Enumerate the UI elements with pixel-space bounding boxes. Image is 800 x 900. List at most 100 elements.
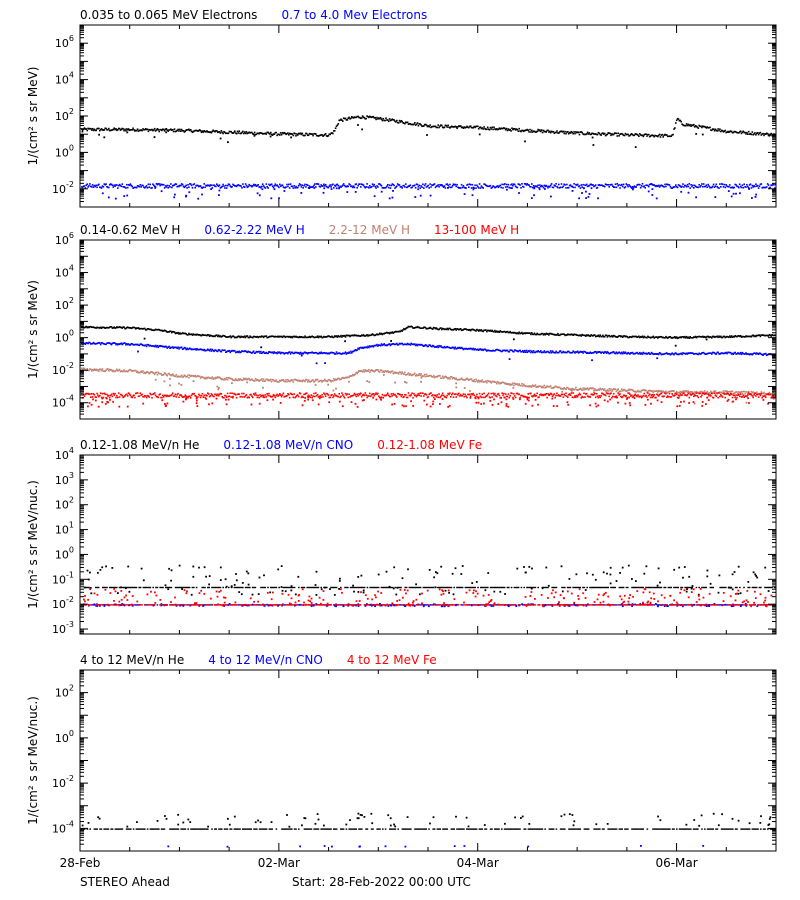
data-point	[658, 186, 661, 188]
data-point	[132, 326, 134, 329]
data-point	[507, 331, 510, 334]
data-point	[126, 183, 128, 186]
data-point	[753, 133, 755, 135]
data-point	[270, 197, 273, 200]
data-point	[228, 349, 231, 352]
data-point	[593, 334, 595, 336]
data-point	[608, 132, 610, 134]
data-point	[294, 336, 296, 338]
data-point	[342, 335, 345, 337]
data-point	[358, 393, 360, 395]
data-point	[576, 184, 578, 186]
data-point	[648, 353, 651, 355]
data-point	[120, 128, 123, 131]
data-point	[606, 336, 609, 338]
data-point	[377, 118, 379, 120]
data-point	[407, 123, 410, 125]
data-point	[629, 393, 631, 396]
data-point	[167, 346, 169, 348]
data-point	[100, 369, 103, 372]
data-point	[133, 344, 135, 346]
data-point	[497, 186, 500, 189]
data-point	[772, 334, 774, 337]
data-point	[330, 188, 333, 190]
data-point	[387, 332, 389, 334]
data-point	[725, 351, 727, 354]
data-point	[541, 393, 544, 396]
data-point	[634, 335, 637, 338]
data-point	[98, 370, 100, 372]
data-point	[504, 393, 507, 395]
data-point	[680, 336, 682, 339]
data-point	[194, 348, 196, 350]
data-point	[190, 333, 193, 335]
data-point	[320, 351, 322, 354]
data-point	[244, 183, 247, 185]
data-point	[180, 384, 183, 386]
data-point	[428, 375, 430, 377]
data-point	[586, 351, 589, 354]
data-point	[459, 328, 462, 330]
data-point	[387, 343, 390, 346]
data-point	[746, 184, 748, 186]
data-point	[346, 191, 349, 193]
data-point	[233, 379, 235, 381]
data-point	[169, 384, 171, 387]
data-point	[550, 393, 553, 395]
data-point	[223, 335, 225, 337]
data-point	[332, 380, 334, 382]
data-point	[220, 130, 223, 132]
data-point	[315, 394, 318, 397]
data-point	[726, 390, 728, 392]
data-point	[760, 183, 763, 185]
data-point	[571, 387, 574, 390]
data-point	[590, 133, 592, 136]
data-point	[144, 186, 147, 188]
data-point	[190, 184, 193, 187]
data-point	[618, 184, 620, 186]
data-point	[693, 392, 695, 395]
data-point	[726, 185, 728, 188]
data-point	[394, 393, 396, 396]
data-point	[427, 125, 430, 127]
data-point	[161, 129, 163, 132]
data-point	[464, 187, 466, 189]
data-point	[684, 337, 687, 339]
data-point	[204, 350, 206, 352]
data-point	[759, 131, 762, 134]
legend: 0.035 to 0.065 MeV Electrons 0.7 to 4.0 M…	[80, 8, 427, 22]
data-point	[316, 135, 319, 137]
data-point	[370, 334, 373, 336]
data-point	[199, 348, 202, 350]
data-point	[423, 326, 426, 328]
data-point	[694, 394, 697, 397]
data-point	[341, 336, 343, 338]
data-point	[490, 350, 493, 352]
data-point	[139, 327, 142, 330]
data-point	[600, 134, 602, 136]
data-point	[634, 186, 637, 188]
data-point	[120, 393, 123, 396]
data-point	[607, 351, 610, 354]
data-point	[162, 128, 165, 131]
data-point	[740, 390, 743, 393]
data-point	[413, 327, 415, 329]
data-point	[260, 395, 262, 398]
data-point	[336, 395, 339, 398]
data-point	[536, 332, 538, 335]
data-point	[420, 124, 422, 126]
data-point	[630, 352, 632, 354]
data-point	[501, 331, 503, 333]
data-point	[207, 348, 209, 351]
data-point	[450, 186, 452, 189]
data-point	[117, 187, 119, 189]
data-point	[150, 328, 152, 331]
data-point	[220, 393, 223, 395]
data-point	[308, 395, 311, 398]
data-point	[180, 374, 183, 377]
data-point	[247, 350, 250, 353]
data-point	[583, 389, 585, 391]
data-point	[396, 183, 399, 185]
data-point	[659, 352, 662, 355]
data-point	[162, 394, 164, 397]
